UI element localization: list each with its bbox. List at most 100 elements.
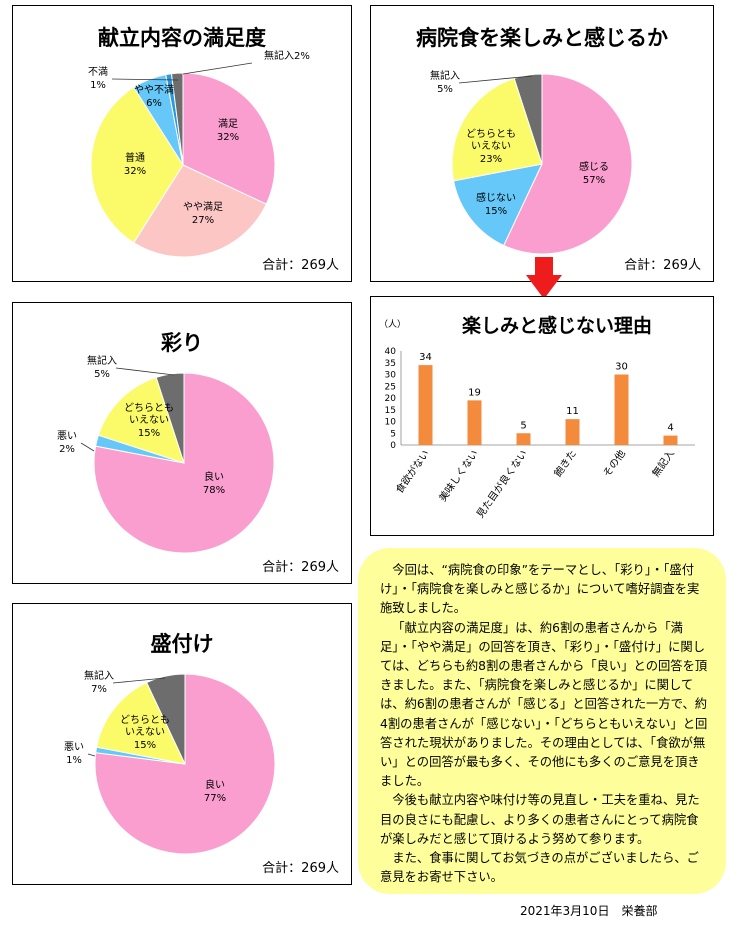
slice-label-無記入: 無記入 <box>87 354 117 367</box>
slice-pct-やや満足: 27% <box>192 215 214 226</box>
bar-食欲がない <box>418 365 433 445</box>
survey-summary-note: 今回は、“病院食の印象”をテーマとし、「彩り」・「盛付け」・「病院食を楽しみと感… <box>358 548 726 894</box>
slice-label-感じる: 感じる <box>579 160 609 173</box>
slice-pct-感じない: 15% <box>485 206 507 217</box>
slice-pct-不満: 1% <box>90 80 106 91</box>
slice-pct-感じる: 57% <box>583 175 605 186</box>
slice-label-良い: 良い <box>205 778 225 791</box>
down-arrow-icon <box>526 257 562 299</box>
colorfulness-pie-chart: 良い 78% 悪い 2% どちらともいえない 15% 無記入 5% <box>57 354 275 554</box>
slice-pct-どちらともいえない: 15% <box>134 740 156 751</box>
pie-slice-どちらともいえない <box>97 376 185 464</box>
satisfaction-total: 合計：269人 <box>262 258 339 273</box>
y-tick-label: 15 <box>385 406 396 416</box>
slice-label-どちらともいえない: どちらともいえない <box>120 714 170 738</box>
bar-value-label-無記入: 4 <box>667 423 673 434</box>
bar-飽きた <box>565 419 580 445</box>
slice-pct-どちらともいえない: 23% <box>480 154 502 165</box>
slice-label-悪い: 悪い <box>57 430 77 442</box>
pie-slice-感じる <box>503 73 633 255</box>
slice-label-悪い: 悪い <box>64 741 84 753</box>
y-tick-label: 5 <box>390 429 396 439</box>
enjoyment-title: 病院食を楽しみと感じるか <box>416 26 668 50</box>
footer-date-department: 2021年3月10日 栄養部 <box>520 904 658 918</box>
bar-value-label-食欲がない: 34 <box>419 352 432 363</box>
slice-label-感じない: 感じない <box>476 191 516 204</box>
note-paragraph-1: 今回は、“病院食の印象”をテーマとし、「彩り」・「盛付け」・「病院食を楽しみと感… <box>380 563 700 616</box>
colorfulness-panel: 彩り 良い 78% 悪い 2% どちらともいえない 15% 無記入 5% 合計：269人 <box>12 302 352 584</box>
y-tick-label: 35 <box>385 359 396 369</box>
arrangement-title: 盛付け <box>150 632 214 656</box>
slice-label-無記入: 無記入 <box>84 669 114 682</box>
slice-label-無記入: 無記入2% <box>264 49 310 62</box>
slice-label-無記入: 無記入 <box>430 69 460 82</box>
bar-美味しくない <box>467 400 482 445</box>
enjoyment-pie-chart: 感じる 57% 感じない 15% どちらともいえない 23% 無記入 5% <box>430 69 633 255</box>
pie-slice-無記入 <box>146 673 186 765</box>
leader-line-無記入 <box>112 677 166 684</box>
category-label-飽きた: 飽きた <box>551 447 579 479</box>
bar-panel: 楽しみと感じない理由 （人） 0 5 10 15 20 25 30 35 40 34 食欲がない 19 美… <box>370 296 714 536</box>
pie-slice-感じない <box>453 163 543 247</box>
category-label-無記入: 無記入 <box>649 447 677 479</box>
bar-見た目が良くない <box>516 433 531 445</box>
category-label-食欲がない: 食欲がない <box>393 447 432 495</box>
y-tick-label: 30 <box>385 371 397 381</box>
slice-pct-無記入: 5% <box>437 84 453 95</box>
bar-value-label-その他: 30 <box>615 362 628 373</box>
y-tick-label: 20 <box>385 394 397 404</box>
satisfaction-pie-chart: 満足 32% やや満足 27% 普通 32% やや不満 6% 不満 1% 無記入2% <box>88 49 310 258</box>
enjoyment-total: 合計：269人 <box>624 258 701 273</box>
slice-label-どちらともいえない: どちらともいえない <box>124 402 174 426</box>
category-label-その他: その他 <box>600 447 628 479</box>
leader-line-不満 <box>111 78 179 81</box>
leader-line-無記入 <box>458 75 533 84</box>
y-tick-label: 25 <box>385 382 396 392</box>
pie-slice-やや満足 <box>133 164 267 258</box>
note-paragraph-4: また、食事に関してお気づきの点がございましたら、ご意見をお寄せ下さい。 <box>380 851 699 885</box>
slice-label-不満: 不満 <box>88 66 108 78</box>
pie-slice-無記入 <box>513 73 543 165</box>
arrangement-panel: 盛付け 良い 77% 悪い 1% どちらともいえない 15% 無記入 7% 合計：269人 <box>12 603 352 885</box>
reasons-bar-chart: （人）051015202530354034食欲がない19美味しくない5見た目が良… <box>379 319 695 520</box>
y-tick-label: 10 <box>385 418 397 428</box>
category-label-美味しくない: 美味しくない <box>436 447 481 504</box>
slice-label-どちらともいえない: どちらともいえない <box>466 128 516 152</box>
slice-pct-良い: 78% <box>203 485 225 496</box>
bar-その他 <box>614 374 629 445</box>
slice-pct-満足: 32% <box>217 132 239 143</box>
arrangement-pie-chart: 良い 77% 悪い 1% どちらともいえない 15% 無記入 7% <box>64 669 276 855</box>
slice-pct-やや不満: 6% <box>146 98 162 109</box>
enjoyment-panel: 病院食を楽しみと感じるか 感じる 57% 感じない 15% どちらともいえない 23% 無記… <box>370 5 714 282</box>
colorfulness-total: 合計：269人 <box>262 560 339 575</box>
bar-y-unit-label: （人） <box>379 319 406 330</box>
slice-pct-悪い: 1% <box>66 755 82 766</box>
pie-slice-満足 <box>182 72 276 205</box>
leader-line-悪い <box>87 753 96 757</box>
slice-label-やや満足: やや満足 <box>183 201 223 213</box>
arrangement-total: 合計：269人 <box>262 861 339 876</box>
slice-pct-無記入: 5% <box>94 369 110 380</box>
colorfulness-title: 彩り <box>161 331 203 355</box>
slice-label-満足: 満足 <box>218 118 238 130</box>
slice-label-やや不満: やや不満 <box>134 84 174 96</box>
slice-pct-普通: 32% <box>124 166 146 177</box>
pie-slice-どちらともいえない <box>96 681 186 765</box>
leader-line-無記入 <box>115 367 175 376</box>
y-tick-label: 0 <box>390 441 396 451</box>
slice-pct-どちらともいえない: 15% <box>138 428 160 439</box>
leader-line-無記入 <box>182 62 253 75</box>
pie-slice-無記入 <box>170 72 184 166</box>
category-label-見た目が良くない: 見た目が良くない <box>473 447 530 520</box>
slice-pct-無記入: 7% <box>91 684 107 695</box>
bar-title: 楽しみと感じない理由 <box>461 315 652 337</box>
slice-label-普通: 普通 <box>125 151 145 164</box>
slice-label-良い: 良い <box>204 470 224 483</box>
pie-slice-どちらともいえない <box>451 77 543 182</box>
bar-value-label-美味しくない: 19 <box>468 387 481 398</box>
pie-slice-普通 <box>90 86 184 244</box>
note-paragraph-3: 今後も献立内容や味付け等の見直し・工夫を重ね、見た目の良さにも配慮し、より多くの… <box>380 793 700 846</box>
slice-pct-悪い: 2% <box>59 444 75 455</box>
note-paragraph-2: 「献立内容の満足度」は、約6割の患者さんから「満足」・「やや満足」の回答を頂き、… <box>380 620 708 789</box>
bar-value-label-見た目が良くない: 5 <box>520 420 526 431</box>
